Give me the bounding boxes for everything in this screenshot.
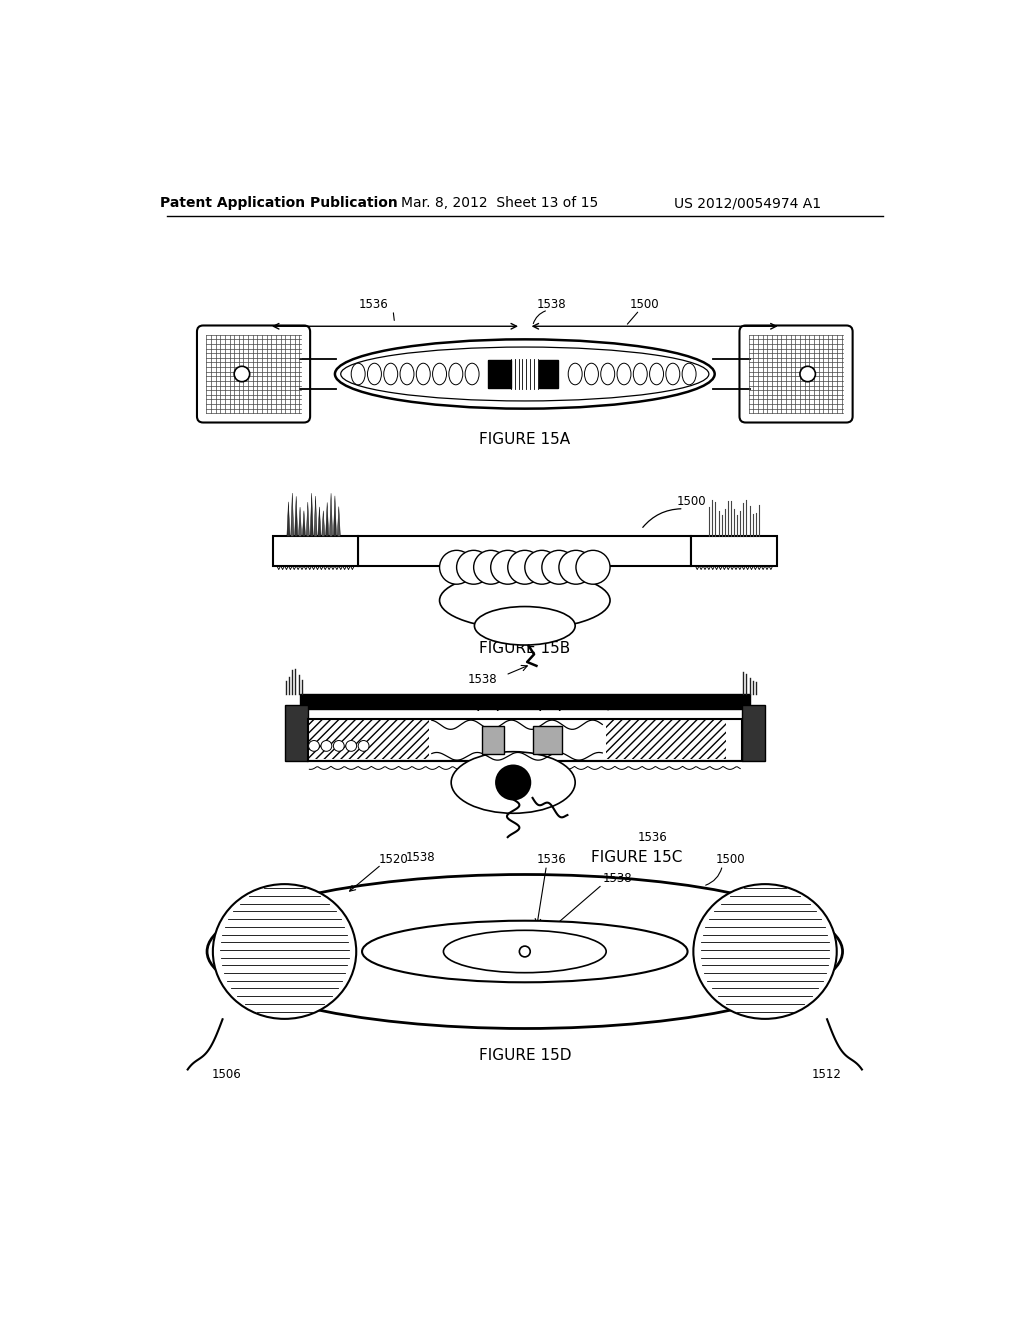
Ellipse shape (384, 363, 397, 385)
Bar (606, 721, 726, 759)
Circle shape (346, 741, 356, 751)
Text: 1538: 1538 (538, 298, 566, 312)
Circle shape (542, 550, 575, 585)
Text: 1500: 1500 (716, 853, 745, 866)
Bar (482, 726, 504, 754)
Polygon shape (334, 496, 337, 536)
Bar (539, 360, 558, 388)
Text: 1520: 1520 (378, 853, 408, 866)
Circle shape (496, 766, 530, 800)
Ellipse shape (443, 931, 606, 973)
Ellipse shape (439, 572, 610, 630)
Text: Patent Application Publication: Patent Application Publication (160, 197, 398, 210)
Ellipse shape (452, 751, 575, 813)
Bar (309, 721, 429, 759)
Ellipse shape (666, 363, 680, 385)
Bar (300, 694, 750, 709)
Bar (691, 536, 776, 566)
Ellipse shape (568, 363, 583, 385)
Circle shape (525, 550, 559, 585)
Ellipse shape (601, 363, 614, 385)
Bar (487, 360, 511, 388)
Polygon shape (299, 507, 302, 536)
Ellipse shape (341, 347, 709, 401)
Polygon shape (310, 494, 313, 536)
Text: 1500: 1500 (677, 495, 707, 508)
Ellipse shape (617, 363, 631, 385)
Ellipse shape (368, 363, 381, 385)
Text: FIGURE 15C: FIGURE 15C (591, 850, 682, 865)
Circle shape (575, 550, 610, 585)
Polygon shape (302, 511, 305, 536)
Text: 1500: 1500 (630, 298, 659, 312)
FancyBboxPatch shape (739, 326, 853, 422)
Polygon shape (317, 507, 321, 536)
Bar (358, 536, 691, 566)
Ellipse shape (682, 363, 696, 385)
Circle shape (321, 741, 332, 751)
Circle shape (800, 366, 815, 381)
Circle shape (508, 550, 542, 585)
Circle shape (234, 366, 250, 381)
Text: 1512: 1512 (812, 1068, 842, 1081)
Polygon shape (291, 494, 294, 536)
Ellipse shape (449, 363, 463, 385)
Circle shape (474, 550, 508, 585)
Text: 1538: 1538 (407, 850, 435, 863)
Circle shape (334, 741, 344, 751)
Circle shape (519, 946, 530, 957)
Bar (308, 718, 741, 760)
Ellipse shape (362, 921, 687, 982)
Text: Mar. 8, 2012  Sheet 13 of 15: Mar. 8, 2012 Sheet 13 of 15 (401, 197, 599, 210)
Bar (741, 705, 765, 760)
Ellipse shape (351, 363, 366, 385)
Ellipse shape (213, 884, 356, 1019)
Polygon shape (337, 507, 340, 536)
Ellipse shape (649, 363, 664, 385)
Ellipse shape (335, 339, 715, 409)
Text: FIGURE 15D: FIGURE 15D (478, 1048, 571, 1063)
Ellipse shape (207, 874, 843, 1028)
Circle shape (559, 550, 593, 585)
FancyBboxPatch shape (197, 326, 310, 422)
Ellipse shape (465, 363, 479, 385)
Circle shape (358, 741, 369, 751)
Text: 1506: 1506 (212, 1068, 242, 1081)
Ellipse shape (633, 363, 647, 385)
Bar (285, 705, 308, 760)
Text: FIGURE 15B: FIGURE 15B (479, 642, 570, 656)
Ellipse shape (417, 363, 430, 385)
Polygon shape (322, 511, 325, 536)
Bar (273, 536, 358, 566)
Polygon shape (314, 496, 317, 536)
Ellipse shape (400, 363, 414, 385)
Circle shape (490, 550, 524, 585)
Polygon shape (295, 496, 298, 536)
Polygon shape (326, 503, 329, 536)
Circle shape (308, 741, 319, 751)
Bar (532, 726, 562, 754)
Text: 1538: 1538 (603, 871, 633, 884)
Text: 1536: 1536 (638, 832, 668, 845)
Text: US 2012/0054974 A1: US 2012/0054974 A1 (675, 197, 821, 210)
Text: 1536: 1536 (358, 298, 388, 312)
Circle shape (439, 550, 474, 585)
Polygon shape (330, 494, 333, 536)
Circle shape (457, 550, 490, 585)
Ellipse shape (693, 884, 837, 1019)
Polygon shape (287, 502, 290, 536)
Text: 1536: 1536 (537, 853, 567, 866)
Text: FIGURE 15A: FIGURE 15A (479, 432, 570, 447)
Ellipse shape (474, 607, 575, 645)
Ellipse shape (585, 363, 598, 385)
Ellipse shape (432, 363, 446, 385)
Text: 1538: 1538 (467, 673, 497, 686)
Polygon shape (306, 502, 309, 536)
